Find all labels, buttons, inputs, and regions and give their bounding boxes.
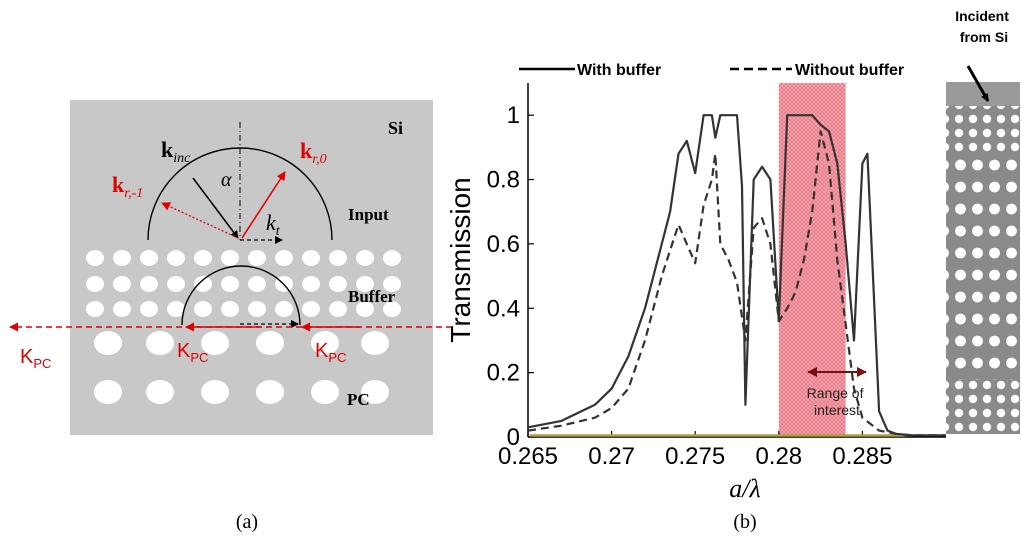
buffer-hole	[221, 250, 239, 266]
pc-hole	[94, 331, 122, 355]
legend-label-with-buffer: With buffer	[577, 62, 661, 79]
y-tick-label: 0.2	[487, 360, 520, 387]
k-rm1-arrow	[161, 202, 239, 239]
buffer-hole	[356, 250, 374, 266]
k-r0-arrow	[241, 171, 286, 239]
y-tick-label: 1	[507, 102, 520, 129]
y-tick-label: 0.4	[487, 295, 520, 322]
buffer-hole	[356, 301, 374, 317]
photonic-crystal-holes	[86, 250, 401, 404]
label-kpc-mid: KPC	[177, 340, 208, 365]
buffer-hole	[194, 250, 212, 266]
buffer-hole	[221, 276, 239, 292]
x-axis-label: a/λ	[729, 474, 760, 503]
buffer-hole	[113, 301, 131, 317]
x-tick-label: 0.27	[588, 443, 635, 470]
buffer-hole	[383, 301, 401, 317]
caption-b: (b)	[733, 511, 756, 533]
pc-hole	[361, 380, 389, 404]
buffer-hole	[302, 301, 320, 317]
pc-hole	[146, 331, 174, 355]
label-k-r0: kr,0	[300, 138, 327, 167]
buffer-hole	[248, 301, 266, 317]
buffer-hole	[86, 301, 104, 317]
buffer-hole	[383, 276, 401, 292]
label-si: Si	[388, 118, 403, 138]
x-tick-label: 0.28	[755, 443, 802, 470]
buffer-hole	[140, 301, 158, 317]
buffer-hole	[86, 250, 104, 266]
y-axis-label: Transmission	[445, 177, 476, 342]
caption-a: (a)	[236, 511, 258, 533]
panel-a: Si Input Buffer PC α kinc kr,0 kr,-1 kt …	[9, 100, 452, 533]
pc-hole	[361, 331, 389, 355]
range-of-interest-band	[778, 83, 846, 437]
label-k-rm1: kr,-1	[112, 172, 143, 201]
label-alpha: α	[221, 169, 232, 191]
chart-area: 0 0.2 0.4 0.6 0.8 1 0.265 0.27 0.275 0.28 0.285 Tra…	[445, 83, 946, 503]
buffer-hole	[248, 276, 266, 292]
label-k-inc: kinc	[161, 137, 191, 166]
y-tick-label: 0	[507, 424, 520, 451]
buffer-hole	[329, 250, 347, 266]
buffer-hole	[167, 301, 185, 317]
buffer-hole	[194, 301, 212, 317]
buffer-hole	[113, 250, 131, 266]
x-tick-label: 0.265	[498, 443, 558, 470]
label-kpc-right: KPC	[315, 340, 346, 365]
y-tick-label: 0.8	[487, 167, 520, 194]
inset-label: Incident from Si	[955, 8, 1013, 45]
buffer-hole	[221, 301, 239, 317]
buffer-hole	[275, 301, 293, 317]
buffer-hole	[140, 276, 158, 292]
buffer-hole	[113, 276, 131, 292]
pc-hole	[311, 380, 339, 404]
legend-label-without-buffer: Without buffer	[795, 62, 904, 79]
panel-b: Incident from Si With buffer Without buf…	[445, 8, 1020, 533]
label-buffer: Buffer	[348, 287, 396, 306]
buffer-hole	[302, 276, 320, 292]
buffer-hole	[329, 276, 347, 292]
buffer-hole	[140, 250, 158, 266]
pc-hole	[94, 380, 122, 404]
buffer-hole	[167, 276, 185, 292]
x-tick-label: 0.285	[832, 443, 892, 470]
legend: With buffer Without buffer	[519, 62, 904, 79]
label-k-t: kt	[266, 210, 281, 239]
pc-hole	[201, 331, 229, 355]
buffer-hole	[383, 250, 401, 266]
range-label: Range of interest	[807, 385, 868, 418]
pc-hole	[201, 380, 229, 404]
k-inc-arrow	[192, 177, 239, 239]
pc-hole	[256, 380, 284, 404]
pc-hole	[311, 331, 339, 355]
buffer-hole	[356, 276, 374, 292]
label-pc: PC	[347, 390, 370, 409]
pc-inset-image	[946, 82, 1020, 434]
buffer-semicircle	[181, 265, 301, 326]
incident-arrow	[966, 65, 990, 102]
buffer-hole	[329, 301, 347, 317]
buffer-hole	[302, 250, 320, 266]
x-tick-label: 0.275	[665, 443, 725, 470]
pc-hole	[256, 331, 284, 355]
buffer-hole	[275, 250, 293, 266]
series-line-with-buffer	[527, 114, 946, 437]
buffer-hole	[86, 276, 104, 292]
series-line-without-buffer	[527, 130, 946, 437]
y-tick-label: 0.6	[487, 231, 520, 258]
buffer-hole	[248, 250, 266, 266]
pc-hole	[146, 380, 174, 404]
buffer-hole	[167, 250, 185, 266]
label-kpc-left: KPC	[20, 346, 51, 371]
label-input: Input	[348, 205, 389, 224]
buffer-hole	[194, 276, 212, 292]
